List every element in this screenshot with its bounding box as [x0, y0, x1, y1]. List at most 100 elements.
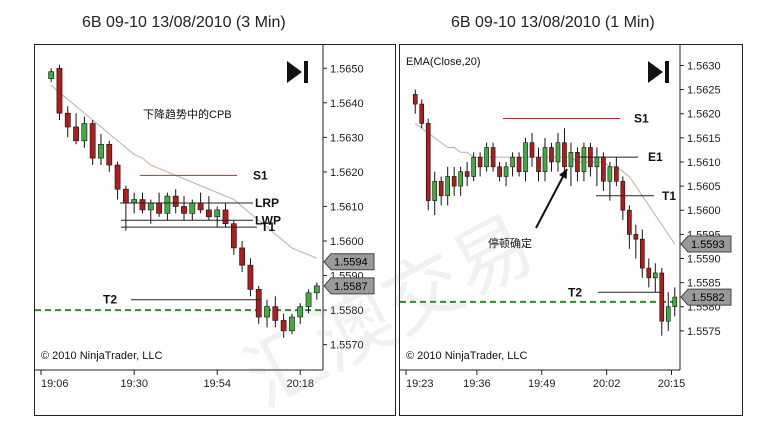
x-tick-label: 20:15	[658, 378, 686, 390]
candle-body	[272, 306, 279, 321]
candle-body	[652, 272, 658, 279]
level-label-e1: E1	[648, 150, 663, 164]
level-label-t2: T2	[568, 285, 582, 299]
candle-body	[247, 264, 254, 290]
candle-body	[106, 143, 113, 166]
candle-body	[542, 147, 548, 172]
chart-panel-1min: 1.5575 1.5580 1.5585 1.5590 1.5595 1.5600 1.56…	[399, 44, 743, 416]
candle-body	[614, 166, 619, 182]
price-tag	[323, 277, 375, 295]
candle-body	[313, 285, 320, 294]
annotation-text: 下降趋势中的CPB	[143, 107, 232, 121]
candle-body	[627, 209, 632, 235]
chart-title-right: 6B 09-10 13/08/2010 (1 Min)	[451, 14, 655, 31]
candle-body	[451, 176, 457, 187]
candle-body	[197, 202, 204, 211]
x-tick-label: 20:02	[593, 378, 621, 390]
candle-body	[114, 164, 121, 190]
candle-body	[230, 223, 237, 249]
candle-body	[164, 195, 171, 214]
chart-panel-3min: 1.5570 1.5580 1.5590 1.5600 1.5610 1.5620 1.56…	[34, 44, 396, 416]
chart-1min-svg: 1.55751.55801.55851.55901.55951.56001.56…	[400, 45, 732, 390]
price-tag	[680, 235, 732, 253]
y-tick-label: 1.5580	[330, 305, 364, 317]
candle-body	[181, 206, 187, 214]
x-tick-label: 19:49	[528, 378, 556, 390]
candle-body	[305, 292, 312, 307]
y-tick-label: 1.5575	[687, 326, 721, 338]
annotation-arrowhead	[558, 169, 567, 179]
candle-body	[156, 202, 162, 214]
candle-body	[510, 156, 515, 168]
y-tick-label: 1.5620	[687, 109, 721, 121]
candle-body	[471, 156, 476, 177]
price-tag-label: 1.5593	[691, 239, 725, 251]
price-tag-label: 1.5594	[334, 257, 368, 269]
candle-body	[665, 306, 671, 322]
candle-body	[206, 209, 212, 218]
candle-body	[659, 272, 665, 322]
candle-body	[280, 320, 287, 332]
candle-body	[464, 171, 470, 177]
chart-3min-svg: 1.55701.55801.55901.56001.56101.56201.56…	[35, 45, 375, 390]
level-label-lwp: LWP	[255, 213, 281, 227]
annotation-text: 停顿确定	[488, 236, 532, 250]
candle-body	[172, 195, 179, 207]
play-end-icon-bar	[304, 61, 308, 83]
candle-body	[131, 199, 138, 204]
candle-body	[601, 156, 606, 182]
candle-body	[425, 123, 431, 201]
y-tick-label: 1.5590	[687, 253, 721, 265]
ema-line	[50, 85, 318, 259]
candle-body	[575, 152, 580, 172]
candle-body	[419, 103, 425, 124]
candle-body	[56, 67, 63, 114]
y-tick-label: 1.5625	[687, 85, 721, 97]
y-tick-label: 1.5610	[687, 157, 721, 169]
y-tick-label: 1.5585	[687, 278, 721, 290]
candle-body	[568, 152, 574, 168]
candle-body	[497, 166, 502, 177]
candle-body	[562, 142, 567, 168]
candle-body	[48, 71, 55, 79]
candle-body	[458, 171, 463, 187]
candle-body	[73, 126, 79, 142]
candle-body	[147, 202, 154, 211]
level-label-t2: T2	[103, 293, 117, 307]
candle-body	[123, 188, 129, 204]
play-end-icon-bar	[665, 61, 669, 83]
y-tick-label: 1.5610	[330, 201, 364, 213]
candle-body	[536, 156, 541, 172]
candle-body	[289, 316, 295, 332]
x-tick-label: 19:06	[41, 378, 69, 390]
candle-body	[438, 180, 444, 197]
candle-body	[477, 156, 483, 168]
candle-body	[98, 143, 104, 159]
candle-body	[633, 234, 639, 240]
y-tick-label: 1.5630	[687, 60, 721, 72]
candle-body	[139, 199, 146, 211]
candle-body	[432, 180, 438, 201]
level-label-t1: T1	[261, 220, 275, 234]
candle-body	[89, 123, 96, 159]
candle-body	[555, 142, 561, 163]
candle-body	[64, 112, 71, 128]
candle-body	[239, 247, 245, 266]
price-tag	[680, 288, 732, 306]
candle-body	[516, 156, 522, 172]
candle-body	[81, 123, 88, 142]
candle-body	[484, 147, 489, 168]
candle-body	[523, 142, 528, 172]
y-tick-label: 1.5650	[330, 63, 364, 75]
play-end-icon	[287, 61, 302, 83]
y-tick-label: 1.5600	[330, 236, 364, 248]
candle-body	[640, 238, 645, 269]
level-label-s1: S1	[634, 112, 649, 126]
candle-body	[503, 166, 509, 177]
candle-body	[445, 176, 450, 197]
price-tag-label: 1.5587	[334, 281, 368, 293]
level-label-s1: S1	[253, 168, 268, 182]
x-tick-label: 20:18	[286, 378, 314, 390]
candle-body	[297, 306, 304, 318]
candle-body	[264, 306, 270, 318]
